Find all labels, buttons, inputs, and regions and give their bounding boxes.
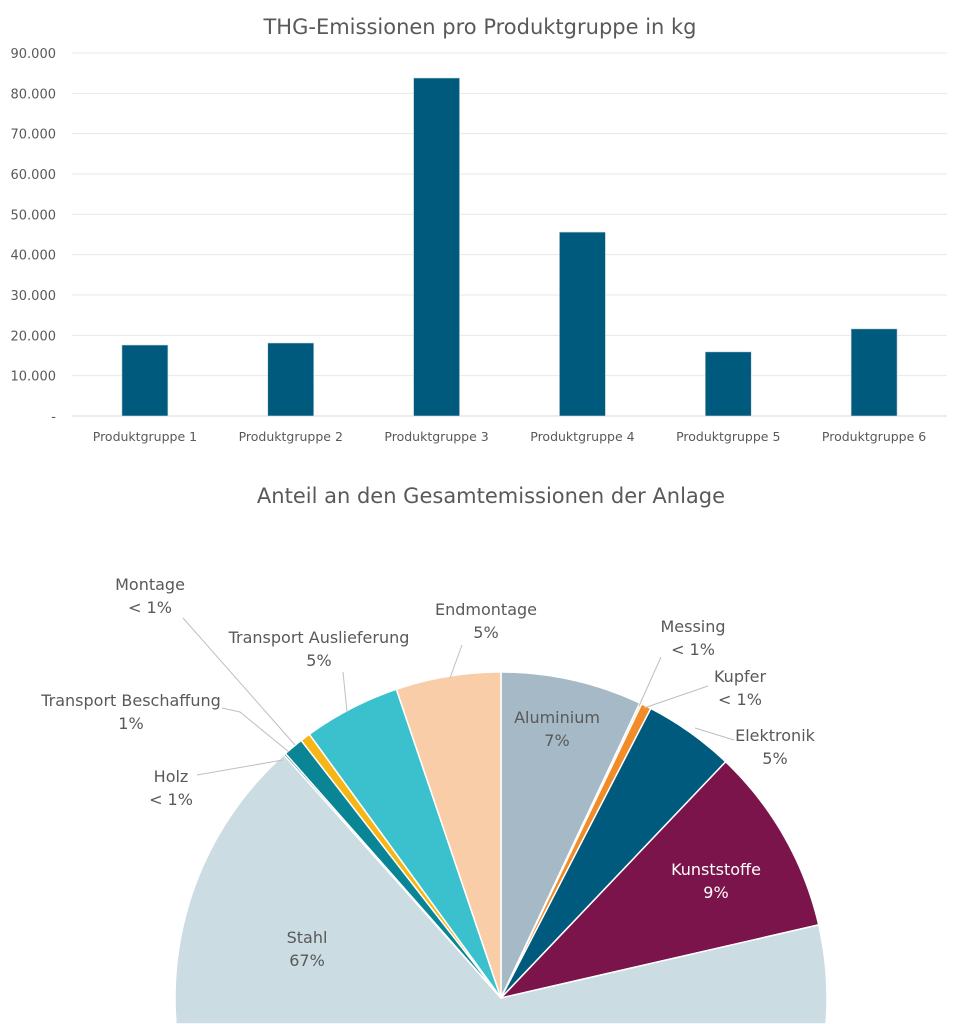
slice-name: Kunststoffe [671,860,761,879]
pie-slice-kunststoffe [500,761,820,999]
y-tick-label: 30.000 [11,289,57,304]
pie-chart-title: Anteil an den Gesamtemissionen der Anlag… [257,484,725,508]
y-tick-label: 70.000 [11,128,57,143]
slice-name: Montage [115,575,185,594]
slice-percent: 5% [762,749,788,768]
pie-slices [174,671,828,1024]
slice-name: Kupfer [713,667,767,686]
leader-line-montage [182,617,296,746]
pie-label-transport-beschaffung: Transport Beschaffung 1% [41,689,221,735]
y-tick-label: 40.000 [11,249,57,264]
pie-slice-endmontage [395,671,502,999]
pie-label-kupfer: Kupfer < 1% [714,665,766,711]
leader-line-kupfer [643,685,709,709]
pie-label-messing: Messing < 1% [660,615,725,661]
y-tick-label: - [51,410,56,425]
leader-line-endmontage [449,644,463,679]
pie-label-stahl: Stahl 67% [287,926,328,972]
slice-percent: < 1% [128,598,172,617]
bar [413,77,460,417]
slice-percent: < 1% [671,640,715,659]
leader-line-holz [196,759,284,776]
leader-line-transport-auslieferung [342,671,348,713]
x-tick-label: Produktgruppe 2 [239,429,343,444]
slice-percent: 7% [544,731,570,750]
leader-line-messing [638,656,662,707]
y-tick-label: 90.000 [11,47,57,62]
slice-name: Elektronik [735,726,815,745]
y-tick-label: 50.000 [11,208,57,223]
x-tick-label: Produktgruppe 1 [93,429,197,444]
pie-label-endmontage: Endmontage 5% [435,598,537,644]
x-tick-label: Produktgruppe 4 [530,429,634,444]
x-tick-label: Produktgruppe 6 [822,429,926,444]
bar [850,328,898,417]
bar-chart-title: THG-Emissionen pro Produktgruppe in kg [262,15,696,39]
slice-name: Transport Auslieferung [228,628,410,647]
y-tick-label: 10.000 [11,370,57,385]
slice-name: Messing [660,617,726,636]
slice-percent: < 1% [149,790,193,809]
pie-slice-stahl [174,754,828,1024]
slice-percent: 1% [118,714,144,733]
slice-name: Endmontage [435,600,537,619]
slice-percent: 5% [306,651,332,670]
bar [559,231,606,417]
bar [121,344,169,417]
slice-name: Holz [153,767,189,786]
pie-label-montage: Montage < 1% [115,573,185,619]
leader-lines [182,617,735,776]
y-tick-label: 80.000 [11,87,57,102]
leader-line-transport-beschaffung [221,707,290,753]
slice-percent: 9% [703,883,729,902]
pie-slice-transport-auslieferung [308,688,502,999]
slice-name: Transport Beschaffung [41,691,221,710]
pie-label-transport-auslieferung: Transport Auslieferung 5% [229,626,410,672]
bar [267,342,315,417]
slice-percent: < 1% [718,690,762,709]
slice-percent: 5% [473,623,499,642]
slice-name: Stahl [286,928,328,947]
pie-slice-transport-beschaffung [284,739,502,999]
pie-slice-aluminium [500,671,641,999]
slice-name: Aluminium [514,708,600,727]
leader-line-elektronik [694,727,735,741]
x-tick-label: Produktgruppe 5 [676,429,780,444]
pie-label-elektronik: Elektronik 5% [735,724,815,770]
pie-label-holz: Holz < 1% [149,765,193,811]
bar-chart: THG-Emissionen pro Produktgruppe in kg -… [11,15,947,444]
pie-label-kunststoffe: Kunststoffe 9% [671,858,761,904]
pie-label-aluminium: Aluminium 7% [514,706,600,752]
y-tick-label: 20.000 [11,329,57,344]
pie-slice-elektronik [500,707,727,999]
slice-percent: 67% [289,951,325,970]
bar [704,351,752,417]
y-tick-label: 60.000 [11,168,57,183]
x-tick-label: Produktgruppe 3 [384,429,488,444]
